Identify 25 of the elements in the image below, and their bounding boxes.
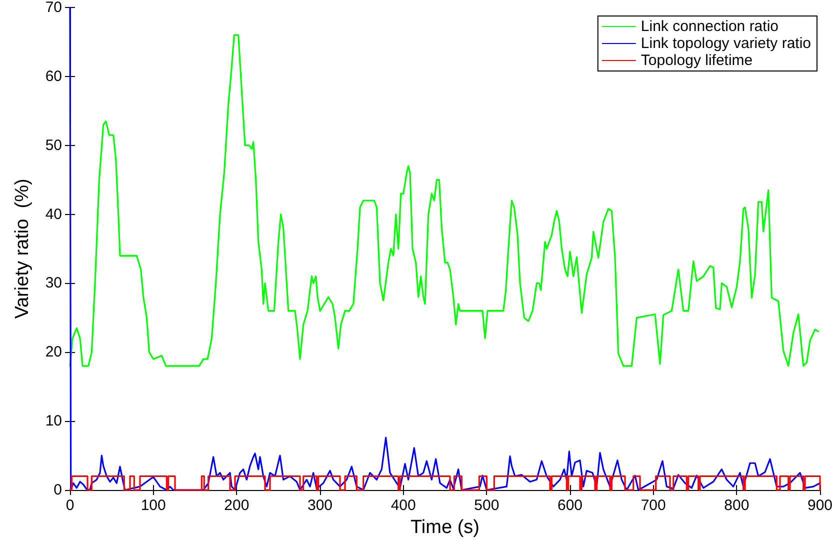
x-tick-label: 300 bbox=[307, 497, 333, 514]
y-tick-label: 60 bbox=[45, 68, 62, 85]
line-series bbox=[69, 34, 820, 367]
x-tick-label: 700 bbox=[640, 497, 666, 514]
y-tick-label: 20 bbox=[45, 344, 62, 361]
y-axis-title: Variety ratio (%) bbox=[12, 178, 33, 319]
x-tick-label: 100 bbox=[140, 497, 166, 514]
y-tick-label: 10 bbox=[45, 412, 62, 430]
y-tick-label: 50 bbox=[45, 136, 62, 154]
y-tick-label: 30 bbox=[45, 274, 62, 292]
line-series bbox=[69, 6, 821, 491]
x-tick-label: 600 bbox=[557, 497, 583, 514]
x-tick-label: 900 bbox=[807, 497, 833, 514]
x-tick-label: 400 bbox=[390, 497, 416, 514]
y-tick-label: 0 bbox=[54, 482, 62, 498]
legend-label: Link connection ratio bbox=[640, 18, 779, 35]
y-tick-label: 70 bbox=[45, 0, 62, 16]
x-tick-label: 800 bbox=[724, 497, 750, 514]
x-axis-title: Time (s) bbox=[410, 516, 480, 538]
x-tick-label: 200 bbox=[224, 497, 250, 514]
legend-label: Topology lifetime bbox=[640, 52, 753, 69]
x-tick-label: 500 bbox=[474, 497, 500, 514]
y-tick-label: 40 bbox=[45, 206, 62, 223]
legend-label: Link topology variety ratio bbox=[640, 35, 812, 52]
x-tick-label: 0 bbox=[66, 497, 74, 514]
